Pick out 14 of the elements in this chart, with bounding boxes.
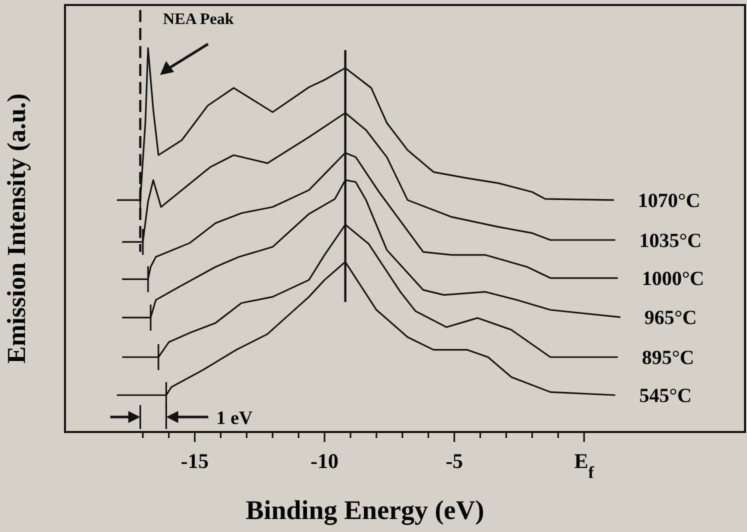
annotation: 1 eV [216,408,253,429]
series-label: 965°C [644,307,697,330]
series-label: 1000°C [642,268,704,290]
x-tick-label: -15 [180,449,209,473]
series-label: 545°C [639,385,692,408]
series-label: 895°C [642,347,694,370]
series-label: 1035°C [639,230,702,252]
series-label: 1070°C [638,190,700,212]
x-tick-label: -10 [310,449,339,473]
annotation: NEA Peak [163,11,234,28]
x-tick-label: E$_{f}$ [574,449,594,482]
x-axis-title: Binding Energy (eV) [246,495,484,525]
x-tick-label: -5 [446,449,464,473]
y-axis-title: Emission Intensity (a.u.) [2,93,31,364]
